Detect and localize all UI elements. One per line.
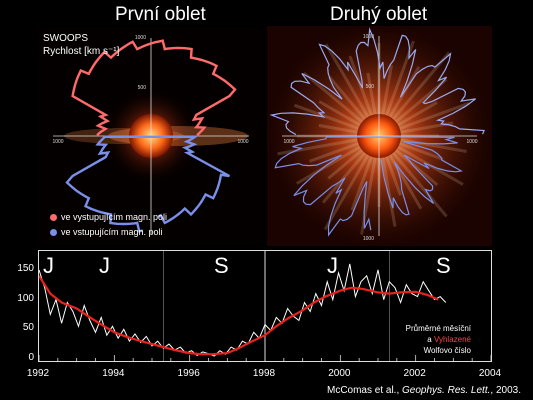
cycle-label-s2: S — [436, 253, 451, 278]
sunspot-chart-frame: J J S J S — [38, 250, 492, 362]
inward-dot-icon — [50, 229, 57, 237]
x-tick-label: 1998 — [252, 368, 276, 379]
note-line3: Wolfovo číslo — [423, 346, 471, 355]
first-pass-panel: 1000 500 1000 1000 SWOOPS Rychlost [km s… — [38, 26, 264, 246]
second-pass-polar-plot: 1000 500 1000 1000 1000 — [267, 26, 492, 246]
note-line2-prefix: a — [427, 335, 434, 344]
second-pass-title: Druhý oblet — [330, 4, 428, 25]
note-line1: Průměrné měsíční — [405, 324, 471, 333]
citation: McComas et al., Geophys. Res. Lett., 200… — [327, 385, 521, 396]
polar-tick-right: 1000 — [466, 139, 477, 145]
x-tick-label: 1992 — [26, 368, 50, 379]
x-tick-label: 2002 — [403, 368, 426, 379]
sunspot-legend-note: Průměrné měsíční a Vyhlazené Wolfovo čís… — [406, 323, 471, 356]
x-tick-label: 1996 — [177, 368, 200, 379]
citation-authors: McComas et al., — [326, 385, 403, 396]
x-tick-label: 1994 — [102, 368, 125, 379]
outward-wind-trace — [71, 39, 237, 137]
series-monthly-line — [39, 263, 447, 357]
solar-wind-trace — [269, 27, 485, 237]
instrument-name: SWOOPS — [43, 33, 89, 44]
x-tick-label: 2000 — [328, 368, 351, 379]
x-tick-label: 2004 — [478, 368, 502, 379]
legend-label-outward: ve vystupujícím magn. poli — [61, 212, 168, 222]
solar-wind-trace — [65, 39, 237, 233]
y-tick-label: 50 — [22, 322, 34, 334]
polar-tick-left: 1000 — [283, 139, 294, 145]
inward-wind-trace — [274, 136, 463, 237]
first-pass-polar-plot: 1000 500 1000 1000 — [52, 35, 249, 234]
polar-tick-top: 1000 — [363, 34, 374, 40]
series-smoothed-line — [39, 275, 439, 356]
cycle-label-j1b: J — [99, 253, 110, 278]
speed-unit-label: Rychlost [km s⁻¹] — [43, 46, 120, 57]
cycle-label-j1: J — [43, 253, 54, 278]
cycle-label-s1: S — [214, 253, 229, 278]
y-tick-label: 150 — [17, 262, 34, 274]
polar-tick-left: 1000 — [52, 139, 63, 145]
note-line2: a Vyhlazené — [406, 334, 471, 345]
first-pass-title: První oblet — [115, 4, 206, 25]
cycle-label-j2: J — [327, 253, 338, 278]
polar-tick-mid: 500 — [366, 84, 375, 90]
polar-tick-top: 1000 — [135, 35, 146, 41]
polar-tick-bottom: 1000 — [363, 236, 374, 242]
swoops-label: SWOOPS Rychlost [km s⁻¹] — [43, 32, 119, 58]
note-line2-red: Vyhlazené — [433, 335, 471, 344]
pass-markers — [163, 251, 390, 361]
legend-item-outward: ve vystupujícím magn. poli — [50, 212, 167, 222]
y-tick-label: 100 — [17, 292, 34, 304]
legend-label-inward: ve vstupujícím magn. poli — [61, 227, 163, 237]
legend-item-inward: ve vstupujícím magn. poli — [50, 227, 163, 237]
second-pass-panel: 1000 500 1000 1000 1000 — [267, 26, 492, 246]
outward-wind-trace — [269, 27, 485, 136]
y-tick-label: 0 — [28, 352, 34, 363]
sunspot-chart — [39, 251, 491, 361]
citation-year: , 2003. — [490, 385, 521, 396]
polar-tick-mid: 500 — [138, 85, 147, 91]
outward-dot-icon — [50, 214, 57, 222]
axis-ticks — [39, 355, 491, 361]
citation-journal: Geophys. Res. Lett. — [402, 385, 491, 396]
inward-wind-trace — [65, 135, 230, 233]
polar-tick-right: 1000 — [237, 139, 248, 145]
